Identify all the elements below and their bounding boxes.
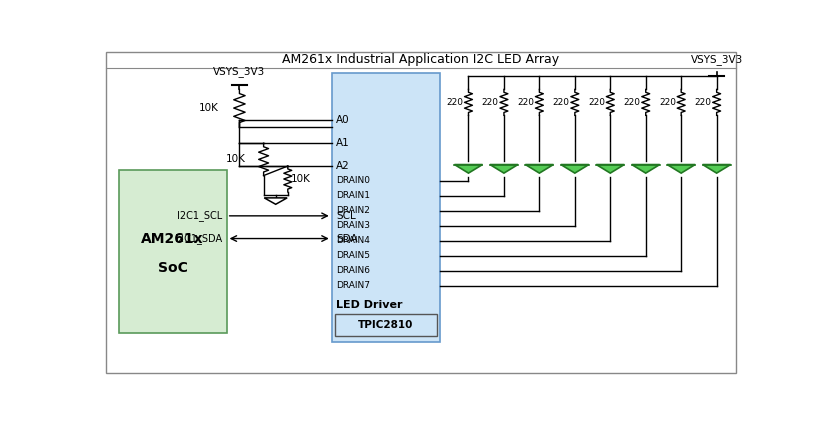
Text: DRAIN1: DRAIN1 [336, 191, 370, 200]
Polygon shape [264, 198, 287, 204]
Text: LED Driver: LED Driver [336, 300, 402, 310]
Polygon shape [525, 165, 553, 173]
Bar [118, 171, 227, 333]
Text: 220: 220 [447, 98, 463, 107]
Text: DRAIN5: DRAIN5 [336, 251, 370, 260]
Text: 220: 220 [695, 98, 712, 107]
Text: 220: 220 [482, 98, 499, 107]
Polygon shape [703, 165, 731, 173]
Polygon shape [596, 165, 624, 173]
Text: 10K: 10K [200, 103, 219, 113]
Text: DRAIN7: DRAIN7 [336, 281, 370, 290]
Text: SoC: SoC [158, 261, 187, 275]
Polygon shape [561, 165, 589, 173]
Text: SDA: SDA [336, 234, 358, 243]
Text: AM261x: AM261x [141, 232, 204, 245]
Polygon shape [631, 165, 660, 173]
Text: 220: 220 [553, 98, 570, 107]
Text: VSYS_3V3: VSYS_3V3 [213, 67, 265, 77]
Text: 220: 220 [659, 98, 676, 107]
Polygon shape [667, 165, 695, 173]
Text: 10K: 10K [226, 155, 245, 164]
Text: VSYS_3V3: VSYS_3V3 [690, 54, 743, 65]
Text: A2: A2 [336, 161, 350, 171]
Text: 220: 220 [517, 98, 534, 107]
Text: DRAIN4: DRAIN4 [336, 236, 370, 245]
Text: AM261x Industrial Application I2C LED Array: AM261x Industrial Application I2C LED Ar… [282, 53, 559, 66]
Text: DRAIN2: DRAIN2 [336, 206, 370, 215]
Text: SCL: SCL [336, 211, 355, 221]
Bar [335, 314, 437, 336]
Text: I2C1_SDA: I2C1_SDA [175, 233, 222, 244]
Text: I2C1_SCL: I2C1_SCL [177, 210, 222, 221]
Text: DRAIN6: DRAIN6 [336, 266, 370, 275]
Polygon shape [490, 165, 518, 173]
Text: 10K: 10K [291, 174, 311, 184]
Text: DRAIN3: DRAIN3 [336, 221, 370, 230]
Text: 220: 220 [588, 98, 605, 107]
Text: DRAIN0: DRAIN0 [336, 176, 370, 185]
Polygon shape [455, 165, 483, 173]
Text: TPIC2810: TPIC2810 [358, 320, 414, 330]
Bar [332, 73, 440, 342]
Text: A1: A1 [336, 138, 350, 148]
Text: A0: A0 [336, 115, 350, 125]
Text: 220: 220 [624, 98, 640, 107]
